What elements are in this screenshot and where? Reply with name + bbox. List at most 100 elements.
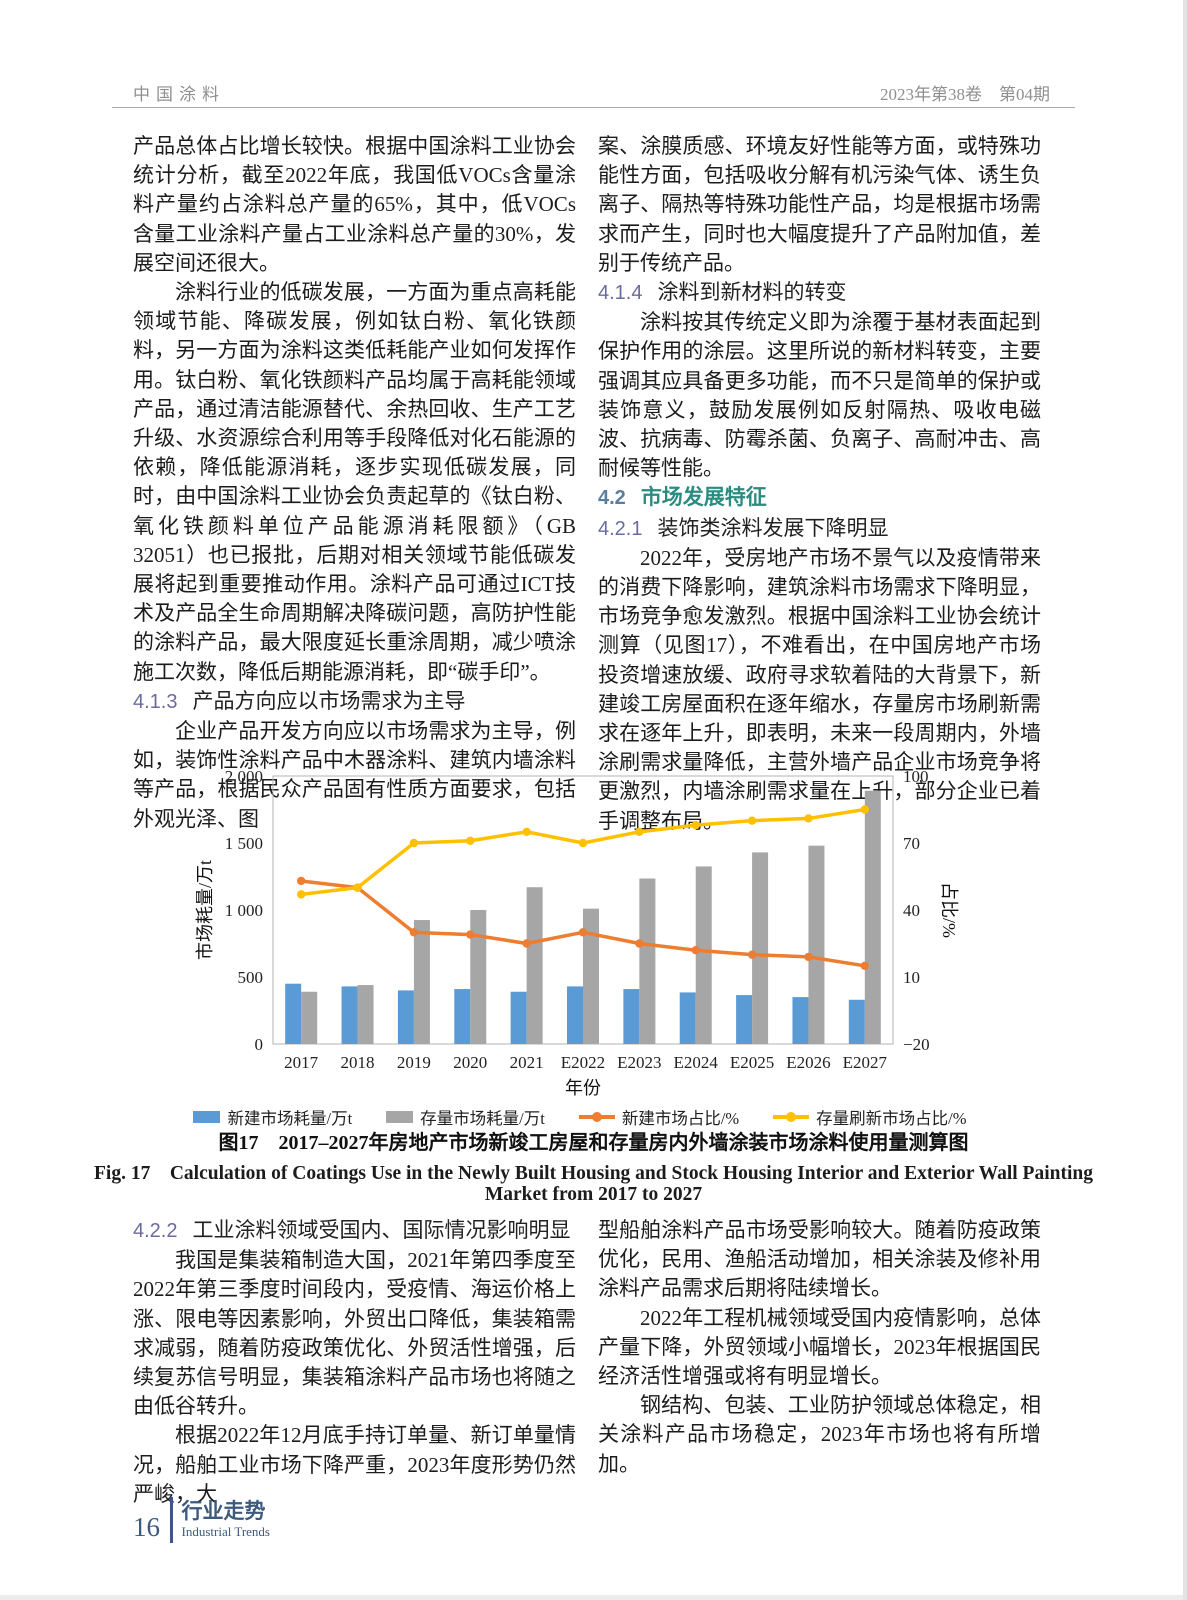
section-heading-4.1.4: 4.1.4 涂料到新材料的转变	[598, 278, 1041, 308]
paragraph: 我国是集装箱制造大国，2021年第四季度至2022年第三季度时间段内，受疫情、海…	[133, 1248, 576, 1419]
bar-stock	[639, 878, 656, 1044]
legend-item: 新建市场占比/%	[578, 1105, 739, 1129]
x-axis-tick: E2027	[843, 1053, 888, 1072]
bar-new	[792, 997, 809, 1044]
legend-item: 存量刷新市场占比/%	[773, 1105, 967, 1129]
line-marker	[409, 838, 419, 848]
section-number: 4.2.1	[598, 517, 643, 540]
x-axis-tick: 2021	[510, 1053, 544, 1072]
footer-section-en: Industrial Trends	[181, 1524, 270, 1539]
line-marker	[522, 939, 531, 948]
bar-new	[510, 991, 527, 1044]
bottom-left-column: 4.2.2 工业涂料领域受国内、国际情况影响明显我国是集装箱制造大国，2021年第…	[133, 1216, 576, 1509]
bar-stock	[301, 991, 318, 1044]
line-marker	[296, 876, 306, 886]
bottom-right-column: 型船舶涂料产品市场受影响较大。随着防疫政策优化，民用、渔船活动增加，相关涂装及修…	[598, 1216, 1041, 1479]
legend-line-swatch	[773, 1112, 810, 1122]
x-axis-tick: E2025	[730, 1053, 774, 1072]
line-marker	[860, 961, 870, 971]
legend-label: 存量市场耗量/万t	[420, 1109, 545, 1128]
section-heading-4.2.1: 4.2.1 装饰类涂料发展下降明显	[598, 514, 1041, 544]
bar-new	[567, 986, 583, 1044]
x-axis-tick: 2020	[453, 1053, 487, 1072]
line-marker	[409, 928, 419, 937]
bar-stock	[470, 910, 487, 1044]
right-axis-tick: 70	[903, 834, 920, 853]
section-heading-4.1.3: 4.1.3 产品方向应以市场需求为主导	[133, 687, 576, 717]
legend-label: 新建市场耗量/万t	[227, 1109, 353, 1128]
left-axis-tick: 0	[255, 1035, 264, 1054]
top-left-column: 产品总体占比增长较快。根据中国涂料工业协会统计分析，截至2022年底，我国低VO…	[133, 132, 576, 834]
line-marker	[578, 838, 588, 848]
top-right-column: 案、涂膜质感、环境友好性能等方面，或特殊功能性方面，包括吸收分解有机污染气体、诱…	[598, 132, 1041, 836]
legend-line-swatch	[578, 1112, 615, 1122]
x-axis-tick: 2019	[397, 1053, 431, 1072]
section-number: 4.2.2	[133, 1220, 178, 1242]
issue-info: 2023年第38卷 第04期	[880, 85, 1050, 104]
paragraph: 2022年工程机械领域受国内疫情影响，总体产量下降，外贸领域小幅增长，2023年…	[598, 1305, 1041, 1389]
line-marker	[296, 890, 306, 899]
x-axis-tick: E2022	[561, 1053, 605, 1072]
right-axis-tick: 10	[903, 968, 920, 987]
line-marker	[353, 883, 362, 892]
line-marker	[804, 952, 813, 962]
chart-legend: 新建市场耗量/万t 存量市场耗量/万t 新建市场占比/% 存量刷新市场占比/%	[185, 1105, 975, 1129]
bar-new	[397, 990, 414, 1044]
section-title: 装饰类涂料发展下降明显	[657, 515, 889, 540]
right-axis-title: 占比/%	[939, 882, 959, 938]
section-title: 产品方向应以市场需求为主导	[192, 688, 466, 713]
x-axis-tick: E2024	[674, 1053, 719, 1072]
section-number: 4.1.4	[598, 282, 643, 305]
chart-plot: 0 500 1 000 1 500 2 000 −20 10 40 70 100 2017 2018 2…	[195, 767, 959, 1098]
legend-bar-swatch	[193, 1111, 221, 1123]
bar-stock	[526, 887, 543, 1044]
footer-divider	[170, 1497, 173, 1543]
bar-stock	[808, 845, 825, 1044]
legend-bar-swatch	[386, 1111, 414, 1123]
line-marker	[522, 827, 531, 837]
right-axis-tick: 100	[903, 767, 929, 786]
paragraph: 2022年，受房地产市场不景气以及疫情带来的消费下降影响，建筑涂料市场需求下降明…	[598, 545, 1041, 833]
section-title: 市场发展特征	[640, 485, 767, 510]
bar-stock	[357, 985, 374, 1044]
left-axis-tick: 2 000	[225, 767, 263, 786]
left-axis-title: 市场耗量/万t	[195, 860, 215, 960]
section-number: 4.1.3	[133, 690, 178, 713]
figure-caption-en-line2: Market from 2017 to 2027	[484, 1184, 703, 1205]
line-marker	[691, 946, 700, 955]
right-axis-tick: −20	[903, 1035, 930, 1054]
figure-caption-cn: 图17 2017–2027年房地产市场新竣工房屋和存量房内外墙涂装市场涂料使用量…	[218, 1132, 969, 1154]
section-title: 工业涂料领域受国内、国际情况影响明显	[192, 1218, 571, 1242]
bar-new	[736, 995, 753, 1044]
legend-item: 新建市场耗量/万t	[193, 1105, 352, 1129]
paragraph: 涂料按其传统定义即为涂覆于基材表面起到保护作用的涂层。这里所说的新材料转变，主要…	[598, 310, 1041, 481]
figure-caption-en-line1: Fig. 17 Calculation of Coatings Use in t…	[94, 1163, 1093, 1184]
line-marker	[578, 928, 588, 937]
left-axis-tick: 1 500	[225, 834, 263, 853]
bar-stock	[583, 908, 599, 1044]
page-footer: 16 行业走势 Industrial Trends	[133, 1497, 270, 1543]
header-rule	[112, 107, 1075, 108]
bar-new	[848, 999, 865, 1044]
bar-new	[341, 986, 358, 1044]
bar-stock	[413, 920, 430, 1044]
page-number: 16	[133, 1512, 160, 1542]
bar-new	[454, 989, 471, 1044]
line-marker	[635, 827, 644, 837]
legend-label: 存量刷新市场占比/%	[816, 1109, 967, 1128]
line-marker	[747, 816, 757, 825]
footer-section-cn: 行业走势	[181, 1500, 266, 1523]
line-marker	[466, 930, 475, 939]
bar-stock	[752, 852, 769, 1044]
line-marker	[860, 805, 870, 814]
paragraph: 产品总体占比增长较快。根据中国涂料工业协会统计分析，截至2022年底，我国低VO…	[133, 134, 576, 275]
bar-stock	[864, 790, 881, 1044]
section-title: 涂料到新材料的转变	[657, 280, 847, 305]
paragraph: 型船舶涂料产品市场受影响较大。随着防疫政策优化，民用、渔船活动增加，相关涂装及修…	[598, 1218, 1041, 1301]
paragraph: 案、涂膜质感、环境友好性能等方面，或特殊功能性方面，包括吸收分解有机污染气体、诱…	[598, 134, 1041, 275]
line-marker	[466, 836, 475, 845]
right-axis-tick: 40	[903, 901, 920, 920]
line-series	[299, 807, 867, 897]
x-axis-tick: 2018	[341, 1053, 375, 1072]
page-header: 中国涂料 2023年第38卷 第04期	[133, 80, 1050, 105]
